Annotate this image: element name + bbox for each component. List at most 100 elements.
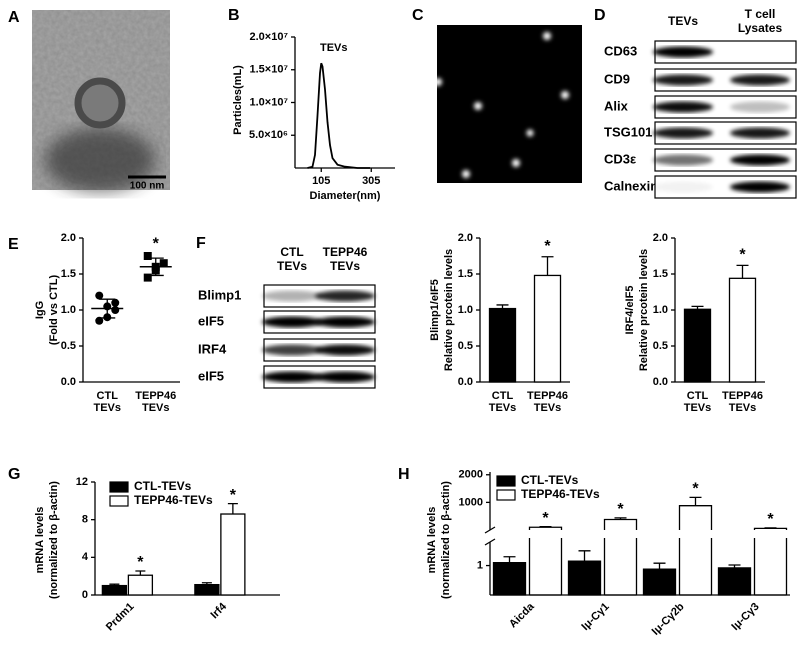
blot-band [730, 181, 790, 193]
x-tick-label: Prdm1 [104, 601, 137, 634]
error-bar [689, 496, 702, 506]
y-tick-label: 0 [82, 589, 88, 601]
x-tick-label: CTL [492, 390, 514, 402]
x-tick-label: TEPP46 [135, 390, 176, 402]
bar [194, 583, 220, 596]
x-tick-label: TEPP46 [722, 390, 763, 402]
error-bar [147, 257, 164, 277]
y-tick-label: 1.0×10⁷ [250, 96, 289, 108]
blot-band [653, 154, 713, 166]
bar [528, 526, 563, 596]
point [159, 259, 168, 268]
chart-title: TEVs [320, 42, 348, 54]
bar [567, 560, 602, 596]
y-tick-label: 1.5 [61, 268, 76, 280]
significance: * [542, 510, 549, 527]
significance: * [767, 511, 774, 528]
x-tick-label: TEVs [93, 402, 121, 414]
y-tick-label: 8 [82, 514, 88, 526]
panel-label: D [594, 7, 606, 24]
significance: * [153, 235, 160, 252]
x-tick-label: TEVs [729, 402, 757, 414]
blot-band [262, 316, 322, 328]
row-label: eIF5 [198, 313, 224, 328]
y-tick-label: 0.5 [653, 340, 668, 352]
column-header: TEVs [668, 14, 698, 28]
y-tick-label: 0.5 [61, 340, 76, 352]
bar [488, 307, 517, 383]
column-header: T cell [745, 7, 776, 21]
x-tick-label: TEVs [142, 402, 170, 414]
column-header: Lysates [738, 21, 783, 35]
y-tick-label: 1.0 [653, 304, 668, 316]
nta-frame [434, 25, 582, 183]
row-label: TSG101 [604, 124, 652, 139]
blot-band [730, 74, 790, 86]
y-tick-label: 1.5 [653, 268, 668, 280]
bar [678, 505, 713, 596]
y-axis-label: (normalized to β-actin) [48, 481, 60, 599]
bar [127, 574, 154, 596]
legend-swatch [109, 495, 129, 507]
legend-label: TEPP46-TEVs [521, 487, 600, 501]
row-label: eIF5 [198, 368, 224, 383]
blot-band [653, 74, 713, 86]
panel-label: C [412, 7, 424, 24]
legend-label: CTL-TEVs [134, 479, 192, 493]
x-tick-label: TEPP46 [527, 390, 568, 402]
column-header: TEPP46 [323, 245, 368, 259]
row-label: Alix [604, 98, 629, 113]
y-tick-label: 1.0 [61, 304, 76, 316]
panel-label: G [8, 466, 20, 483]
y-tick-label: 4 [82, 551, 89, 563]
scale-bar-label: 100 nm [130, 181, 165, 192]
y-tick-label: 0.0 [458, 376, 473, 388]
bar [753, 527, 788, 596]
y-axis-label: IgG [34, 301, 46, 319]
point [95, 291, 104, 300]
blot-band [653, 46, 713, 58]
y-tick-label: 1.5 [458, 268, 473, 280]
x-tick-label: Iμ-Cγ1 [579, 601, 611, 633]
micrograph [32, 10, 170, 192]
error-bar [99, 298, 116, 319]
error-bar [653, 562, 666, 570]
panel-label: F [196, 235, 206, 252]
panel-label: H [398, 466, 410, 483]
bar [603, 518, 638, 596]
x-tick-label: TEVs [489, 402, 517, 414]
panel-label: A [8, 9, 20, 26]
x-tick-label: CTL [97, 390, 119, 402]
blot-band [730, 101, 790, 113]
y-tick-label: 1 [477, 559, 483, 571]
x-tick-label: Irf4 [208, 600, 229, 621]
x-tick-label: TEVs [684, 402, 712, 414]
x-tick-label: CTL [687, 390, 709, 402]
y-axis-label: (Fold vs CTL) [48, 275, 60, 346]
blot-band [315, 290, 375, 302]
bar [717, 567, 752, 596]
y-tick-label: 0.5 [458, 340, 473, 352]
column-header: TEVs [277, 259, 307, 273]
x-tick-label: Iμ-Cγ3 [729, 601, 761, 633]
bar [492, 561, 527, 596]
significance: * [544, 238, 551, 255]
blot-band [653, 127, 713, 139]
bar [220, 513, 246, 596]
significance: * [137, 554, 144, 571]
row-label: Blimp1 [198, 287, 241, 302]
blot-band [653, 181, 713, 193]
row-label: CD3ε [604, 151, 636, 166]
bar [101, 584, 128, 596]
row-label: CD9 [604, 71, 630, 86]
blot-band [315, 316, 375, 328]
legend-swatch [496, 489, 516, 501]
line [307, 62, 370, 169]
bar [533, 274, 562, 383]
row-label: CD63 [604, 43, 637, 58]
panel-label: E [8, 236, 19, 253]
y-axis-label: mRNA levels [34, 507, 46, 574]
error-bar [227, 503, 238, 515]
x-axis-label: Diameter(nm) [310, 190, 381, 202]
error-bar [736, 264, 749, 279]
